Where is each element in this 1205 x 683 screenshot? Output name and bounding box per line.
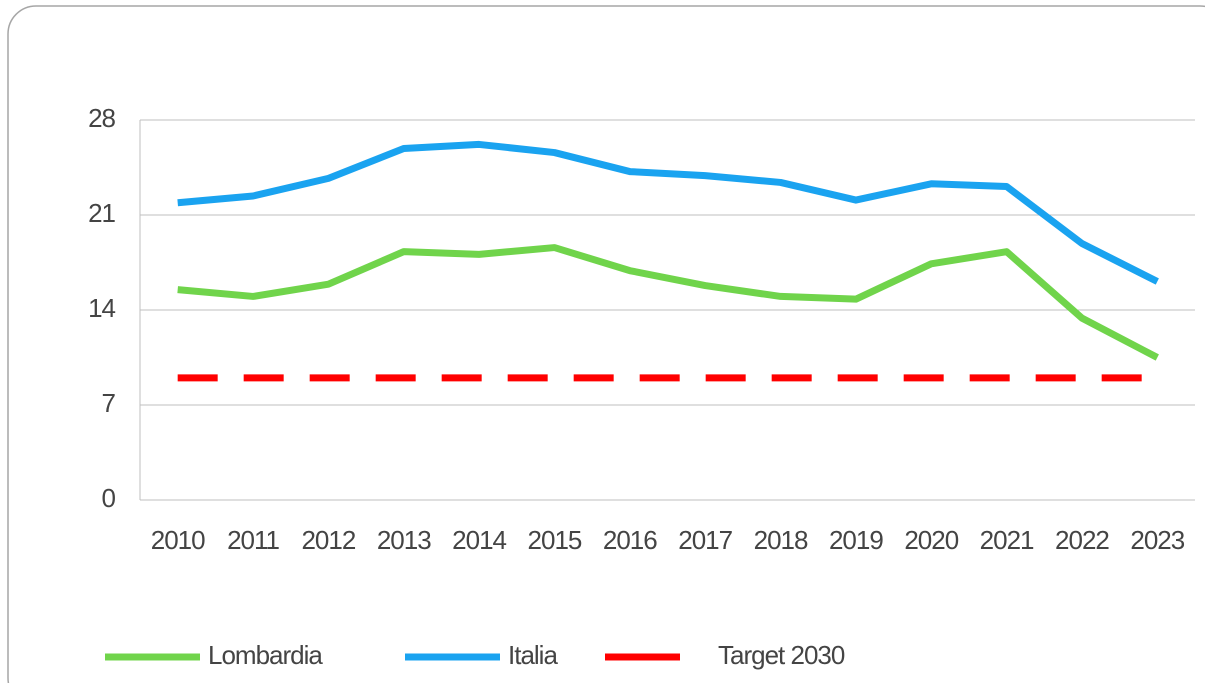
y-tick-label: 28: [88, 103, 115, 133]
x-tick-label: 2018: [754, 525, 808, 555]
x-tick-label: 2014: [452, 525, 506, 555]
series-line: [177, 140, 1159, 285]
x-tick-label: 2010: [151, 525, 205, 555]
x-tick-label: 2013: [377, 525, 431, 555]
x-tick-label: 2019: [829, 525, 883, 555]
series-line: [177, 244, 1159, 361]
x-tick-label: 2022: [1055, 525, 1109, 555]
x-tick-label: 2016: [603, 525, 657, 555]
y-tick-label: 21: [88, 198, 115, 228]
x-tick-label: 2012: [301, 525, 355, 555]
x-tick-label: 2020: [904, 525, 958, 555]
x-tick-label: 2017: [678, 525, 732, 555]
legend-label: Italia: [508, 640, 558, 670]
x-tick-label: 2021: [980, 525, 1034, 555]
y-tick-label: 7: [102, 388, 116, 418]
chart-frame: [7, 5, 1205, 683]
legend-label: Target 2030: [718, 640, 845, 670]
x-tick-label: 2023: [1130, 525, 1184, 555]
x-tick-label: 2011: [227, 525, 279, 555]
y-tick-label: 0: [102, 483, 116, 513]
legend-label: Lombardia: [208, 640, 323, 670]
x-tick-label: 2015: [528, 525, 582, 555]
y-tick-label: 14: [88, 293, 115, 323]
